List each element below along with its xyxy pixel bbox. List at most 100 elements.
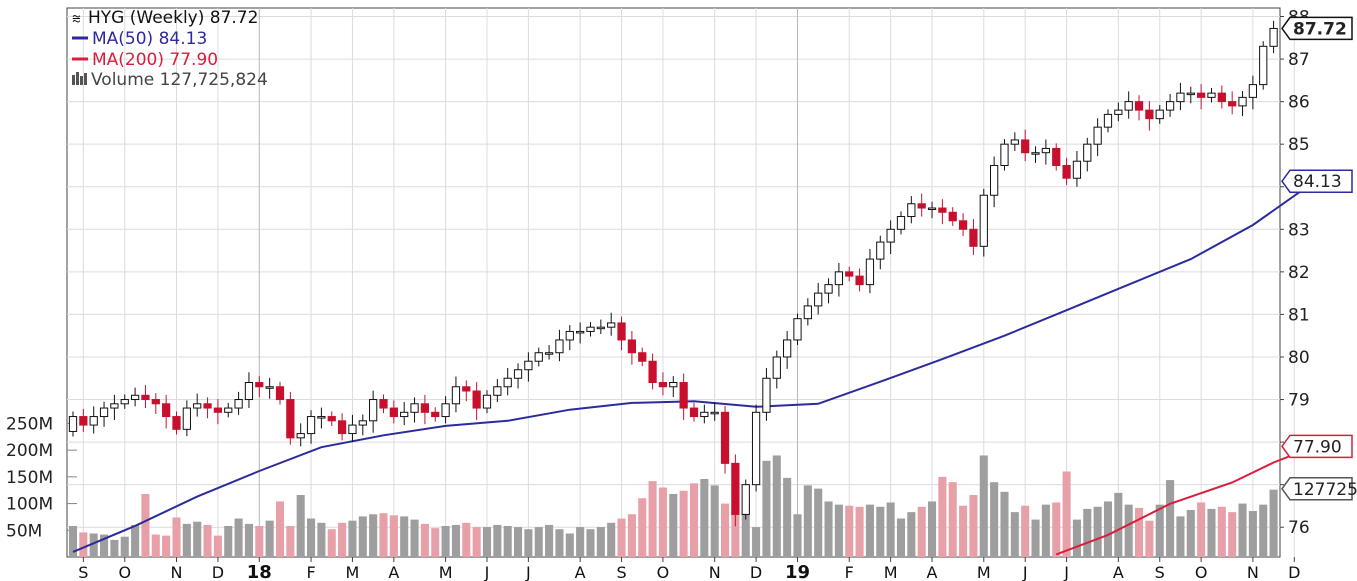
candle (182, 400, 191, 437)
candle (286, 391, 295, 445)
candle-body (503, 377, 512, 388)
candle-body (420, 403, 430, 413)
candle-body (689, 407, 699, 418)
candle-body (1041, 147, 1051, 154)
time-tick-label: J (1063, 563, 1069, 581)
candle (927, 201, 937, 219)
candle (700, 404, 709, 424)
volume-bar (1134, 507, 1144, 557)
candle-body (1093, 126, 1102, 145)
volume-bar (89, 533, 98, 557)
ma50-tag: 84.13 (1281, 169, 1353, 193)
time-tick-label: S (78, 563, 88, 581)
candle (990, 156, 999, 208)
candle-body (958, 220, 968, 230)
candle (524, 352, 533, 382)
volume-tag: 127725 (1281, 477, 1357, 501)
candle-body (255, 382, 264, 388)
candle (710, 402, 719, 421)
volume-bar (514, 527, 523, 557)
moving-average-lines (72, 180, 1316, 556)
candle-body (193, 403, 202, 409)
candle (1259, 41, 1268, 90)
candle (720, 405, 730, 474)
candle (493, 379, 502, 403)
candle (79, 408, 88, 432)
candle-body (120, 399, 129, 405)
candle-body (296, 433, 305, 439)
volume-bar (1217, 506, 1226, 557)
candle (865, 248, 875, 294)
ma200-tag-text: 77.90 (1293, 437, 1342, 457)
candle (648, 353, 657, 390)
chart-grid (66, 7, 1295, 558)
volume-bar (120, 536, 129, 557)
volume-bar (203, 524, 212, 557)
candle (896, 211, 906, 235)
candle (627, 331, 637, 365)
legend-title: HYG (Weekly) 87.72 (88, 8, 258, 28)
volume-bar (990, 482, 999, 557)
volume-bar (876, 506, 885, 557)
volume-bar (193, 521, 202, 557)
candle-body (627, 339, 637, 354)
candle-body (534, 352, 543, 362)
time-tick-label: F (306, 563, 315, 581)
volume-bar (565, 533, 574, 557)
candle-body (493, 386, 502, 396)
candle-body (203, 403, 212, 409)
volume-bar (586, 529, 595, 557)
ma200-tag-box (1281, 434, 1353, 459)
candle (462, 380, 471, 402)
legend-volume-row: Volume 127,725,824 (72, 70, 268, 90)
volume-bar (482, 527, 492, 557)
volume-bar (1186, 509, 1195, 557)
candle (358, 414, 367, 436)
volume-bar (1155, 504, 1164, 557)
candle (1176, 82, 1185, 111)
volume-bar (721, 503, 730, 557)
candle-body (1176, 92, 1185, 103)
candle-body (814, 292, 823, 307)
candle (938, 199, 947, 225)
candle (855, 268, 864, 292)
volume-bar (752, 527, 761, 557)
time-tick-label: N (1247, 563, 1259, 581)
volume-bar (317, 522, 326, 557)
volume-bar (1010, 512, 1019, 557)
candle (1083, 137, 1092, 172)
volume-bar (969, 495, 978, 557)
legend-ma50-row: MA(50) 84.13 (72, 29, 207, 49)
volume-bar (1145, 520, 1154, 557)
volume-bar (814, 488, 823, 557)
candle-body (607, 322, 616, 328)
candle-body (358, 420, 367, 426)
time-tick-label: D (1288, 563, 1300, 581)
candle-body (1124, 101, 1133, 111)
time-tick-label: M (346, 563, 360, 581)
candle-body (431, 411, 440, 418)
candle-body (669, 382, 678, 388)
candle (203, 397, 212, 419)
candle (669, 376, 678, 397)
candle (1186, 86, 1195, 104)
time-tick-label: A (1113, 563, 1124, 581)
time-tick-label: S (616, 563, 626, 581)
candle-body (337, 420, 347, 435)
candle (389, 400, 398, 424)
candle-body (182, 407, 191, 430)
candle (1000, 139, 1009, 171)
candle (379, 394, 388, 414)
volume-bar (79, 532, 88, 557)
volume-bar (1052, 502, 1061, 557)
candle-body (1031, 152, 1040, 155)
candle-body (451, 386, 461, 405)
volume-bar (1166, 480, 1175, 557)
candle-body (275, 386, 285, 401)
candle-body (990, 164, 999, 196)
candle-body (79, 416, 88, 426)
candle-body (969, 228, 978, 247)
volume-bar (462, 522, 471, 557)
candle-body (834, 271, 844, 286)
time-tick-label: M (439, 563, 453, 581)
